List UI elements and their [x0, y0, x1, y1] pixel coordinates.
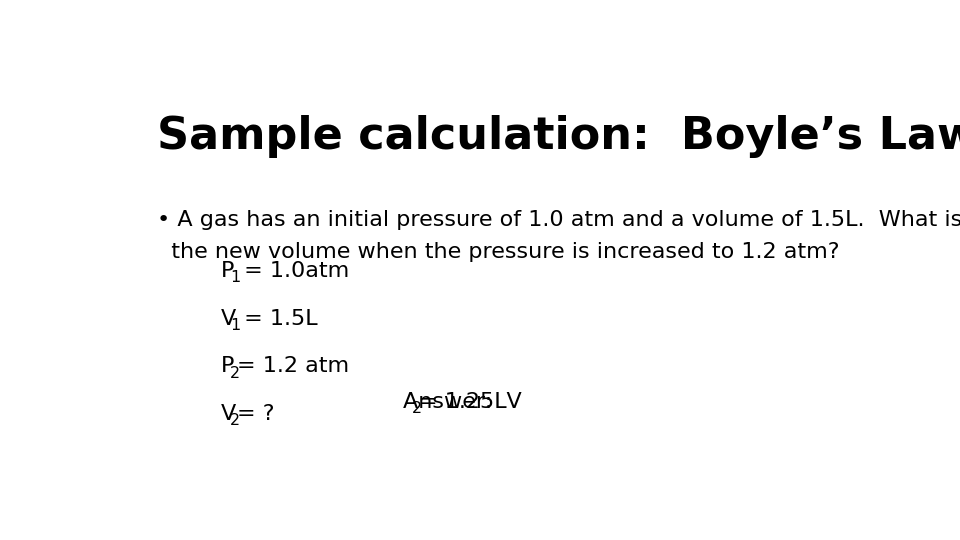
Text: = 1.2 atm: = 1.2 atm: [237, 356, 348, 376]
Text: • A gas has an initial pressure of 1.0 atm and a volume of 1.5L.  What is: • A gas has an initial pressure of 1.0 a…: [157, 210, 960, 231]
Text: 2: 2: [229, 414, 240, 428]
Text: = 1.5L: = 1.5L: [237, 309, 318, 329]
Text: Sample calculation:  Boyle’s Law: Sample calculation: Boyle’s Law: [157, 114, 960, 158]
Text: V: V: [221, 309, 236, 329]
Text: = 1.25L: = 1.25L: [419, 392, 507, 412]
Text: 2: 2: [412, 401, 422, 416]
Text: P: P: [221, 261, 234, 281]
Text: the new volume when the pressure is increased to 1.2 atm?: the new volume when the pressure is incr…: [157, 241, 840, 261]
Text: = 1.0atm: = 1.0atm: [237, 261, 349, 281]
Text: 1: 1: [229, 270, 240, 285]
Text: = ?: = ?: [237, 404, 275, 424]
Text: V: V: [221, 404, 236, 424]
Text: P: P: [221, 356, 234, 376]
Text: 2: 2: [229, 366, 240, 381]
Text: Answer:  V: Answer: V: [403, 392, 521, 412]
Text: 1: 1: [229, 318, 240, 333]
